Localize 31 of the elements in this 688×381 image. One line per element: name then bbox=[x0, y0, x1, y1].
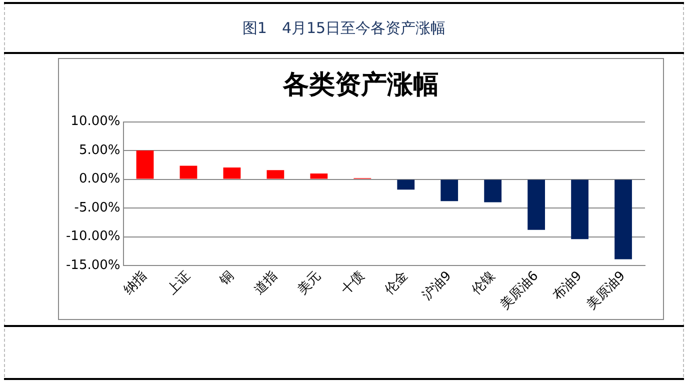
y-tick-label: 5.00% bbox=[78, 142, 120, 158]
x-tick-label: 纳指 bbox=[121, 268, 150, 298]
x-tick-label: 道指 bbox=[252, 268, 281, 298]
x-tick-label: 伦金 bbox=[382, 268, 412, 298]
x-tick-label: 十债 bbox=[338, 268, 368, 298]
y-tick-label: 10.00% bbox=[70, 114, 120, 130]
chart-subtitle: 图1 4月15日至今各资产涨幅 bbox=[4, 2, 684, 54]
y-tick-label: -15.00% bbox=[66, 258, 120, 273]
x-tick-label: 美元 bbox=[294, 268, 324, 298]
y-tick-label: -10.00% bbox=[66, 229, 120, 244]
bar bbox=[397, 180, 415, 190]
x-tick-label: 上证 bbox=[164, 268, 194, 298]
y-tick-label: -5.00% bbox=[74, 200, 120, 216]
y-tick-label: 0.00% bbox=[78, 172, 120, 187]
bar bbox=[266, 170, 284, 179]
bar bbox=[484, 180, 502, 202]
chart-title: 各类资产涨幅 bbox=[282, 69, 440, 102]
bar bbox=[571, 180, 588, 240]
bar bbox=[528, 180, 545, 230]
bar bbox=[180, 166, 198, 179]
bar bbox=[223, 168, 241, 179]
bar bbox=[614, 180, 632, 260]
bar bbox=[440, 180, 458, 202]
bar bbox=[310, 174, 328, 179]
bar bbox=[136, 150, 154, 179]
x-tick-label: 布油9 bbox=[550, 268, 585, 304]
x-tick-label: 美原油9 bbox=[584, 268, 628, 313]
x-tick-label: 伦镍 bbox=[469, 268, 498, 298]
x-tick-label: 沪油9 bbox=[419, 268, 455, 304]
x-tick-label: 美原油6 bbox=[496, 268, 542, 313]
x-tick-label: 铜 bbox=[216, 268, 238, 290]
